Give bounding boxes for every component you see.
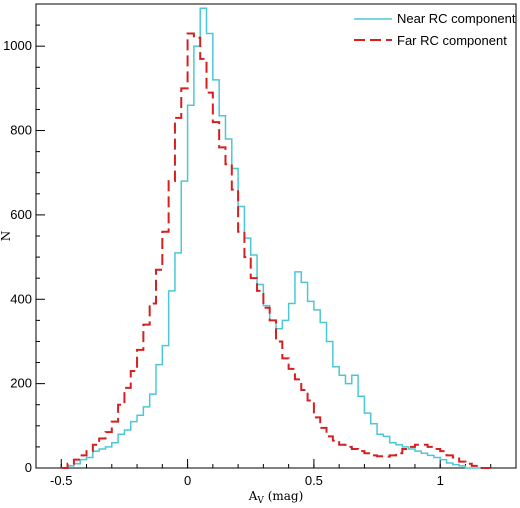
x-tick-label: -0.5 [50,473,72,488]
ticks-layer: -0.5 0 0.5 1 0 200 400 600 800 1000 [3,24,517,488]
y-axis-title: N [0,231,13,242]
x-axis-title-suffix: (mag) [264,489,303,503]
x-axis-title-main: A [248,489,258,503]
y-tick-label: 0 [25,460,32,475]
legend: Near RC component Far RC component [354,11,516,48]
x-tick-label: 1 [437,473,444,488]
y-tick-label: 400 [10,291,32,306]
y-tick-label: 1000 [3,38,32,53]
legend-near-label: Near RC component [397,11,516,26]
x-tick-label: 0.5 [305,473,323,488]
y-tick-label: 600 [10,207,32,222]
series-layer [61,7,491,469]
y-tick-label: 200 [10,376,32,391]
far-rc-series [61,32,491,469]
x-axis-title: AV (mag) [248,489,304,506]
plot-frame [35,3,517,469]
x-tick-label: 0 [184,473,191,488]
y-tick-label: 800 [10,123,32,138]
near-rc-series [61,7,491,469]
x-axis-title-sub: V [256,496,264,506]
legend-far-label: Far RC component [397,33,507,48]
